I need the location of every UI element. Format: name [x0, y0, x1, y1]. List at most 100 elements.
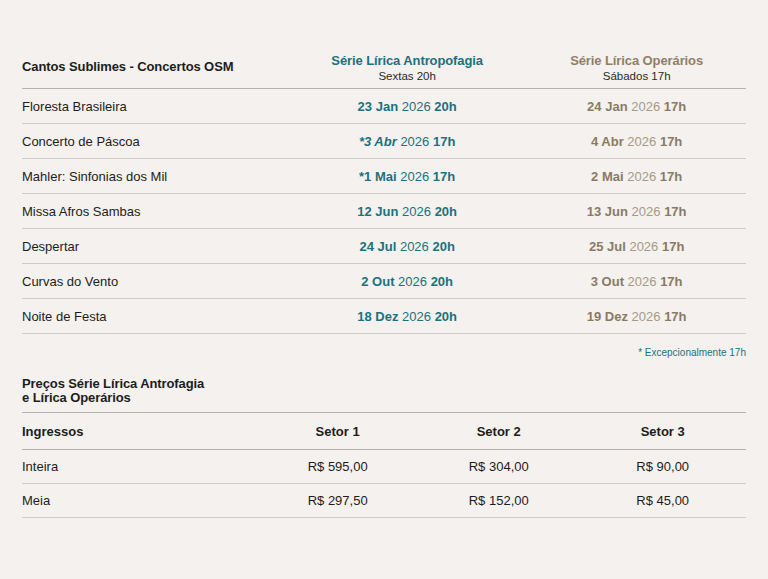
- date-time: 20h: [432, 239, 454, 254]
- date-day: *3 Abr: [359, 134, 397, 149]
- schedule-rows: Floresta Brasileira 23 Jan 2026 20h 24 J…: [22, 89, 746, 334]
- ticket-type-label: Inteira: [22, 459, 257, 474]
- date-operarios: 2 Mai 2026 17h: [527, 169, 746, 184]
- date-antropofagia: *1 Mai 2026 17h: [287, 169, 527, 184]
- price-row: Meia R$ 297,50 R$ 152,00 R$ 45,00: [22, 484, 746, 518]
- price-setor3: R$ 45,00: [579, 493, 746, 508]
- date-year: 2026: [400, 239, 429, 254]
- program-name: Mahler: Sinfonias dos Mil: [22, 169, 287, 184]
- schedule-row: Mahler: Sinfonias dos Mil *1 Mai 2026 17…: [22, 159, 746, 194]
- date-time: 17h: [664, 99, 686, 114]
- date-time: 17h: [664, 309, 686, 324]
- date-operarios: 19 Dez 2026 17h: [527, 309, 746, 324]
- program-name: Curvas do Vento: [22, 274, 287, 289]
- date-day: 2 Mai: [591, 169, 624, 184]
- series-antropofagia-label: Série Lírica Antropofagia: [287, 53, 527, 68]
- prices-title-line1: Preços Série Lírica Antrofagia: [22, 377, 746, 391]
- program-name: Noite de Festa: [22, 309, 287, 324]
- date-year: 2026: [632, 204, 661, 219]
- date-time: 17h: [660, 169, 682, 184]
- series-operarios-header: Série Lírica Operários Sábados 17h: [527, 53, 746, 82]
- program-name: Missa Afros Sambas: [22, 204, 287, 219]
- program-name: Floresta Brasileira: [22, 99, 287, 114]
- date-year: 2026: [402, 99, 431, 114]
- prices-header-setor2: Setor 2: [418, 424, 579, 439]
- date-time: 17h: [433, 169, 455, 184]
- date-operarios: 25 Jul 2026 17h: [527, 239, 746, 254]
- date-year: 2026: [628, 274, 657, 289]
- date-operarios: 4 Abr 2026 17h: [527, 134, 746, 149]
- prices-title-line2: e Lírica Operários: [22, 391, 746, 405]
- date-day: 13 Jun: [587, 204, 628, 219]
- schedule-row: Noite de Festa 18 Dez 2026 20h 19 Dez 20…: [22, 299, 746, 334]
- date-time: 17h: [662, 239, 684, 254]
- date-year: 2026: [398, 274, 427, 289]
- schedule-title: Cantos Sublimes - Concertos OSM: [22, 53, 287, 82]
- date-day: 23 Jan: [358, 99, 398, 114]
- prices-header-setor1: Setor 1: [257, 424, 418, 439]
- series-antropofagia-sublabel: Sextas 20h: [287, 70, 527, 82]
- prices-header-row: Ingressos Setor 1 Setor 2 Setor 3: [22, 413, 746, 450]
- prices-header-ingressos: Ingressos: [22, 424, 257, 439]
- date-antropofagia: 23 Jan 2026 20h: [287, 99, 527, 114]
- date-time: 17h: [664, 204, 686, 219]
- date-day: 25 Jul: [589, 239, 626, 254]
- date-time: 20h: [435, 309, 457, 324]
- concert-schedule-sheet: Cantos Sublimes - Concertos OSM Série Lí…: [0, 0, 768, 518]
- date-antropofagia: 2 Out 2026 20h: [287, 274, 527, 289]
- price-setor1: R$ 595,00: [257, 459, 418, 474]
- date-operarios: 24 Jan 2026 17h: [527, 99, 746, 114]
- price-setor2: R$ 152,00: [418, 493, 579, 508]
- date-day: 24 Jan: [587, 99, 627, 114]
- program-name: Concerto de Páscoa: [22, 134, 287, 149]
- date-day: 19 Dez: [587, 309, 628, 324]
- date-time: 20h: [435, 204, 457, 219]
- date-operarios: 13 Jun 2026 17h: [527, 204, 746, 219]
- date-time: 20h: [431, 274, 453, 289]
- date-time: 17h: [660, 274, 682, 289]
- date-antropofagia: 24 Jul 2026 20h: [287, 239, 527, 254]
- prices-rows: Inteira R$ 595,00 R$ 304,00 R$ 90,00 Mei…: [22, 450, 746, 518]
- date-day: 3 Out: [591, 274, 624, 289]
- date-day: 2 Out: [361, 274, 394, 289]
- series-operarios-sublabel: Sábados 17h: [527, 70, 746, 82]
- date-day: *1 Mai: [359, 169, 397, 184]
- date-antropofagia: 12 Jun 2026 20h: [287, 204, 527, 219]
- date-antropofagia: 18 Dez 2026 20h: [287, 309, 527, 324]
- date-operarios: 3 Out 2026 17h: [527, 274, 746, 289]
- schedule-row: Floresta Brasileira 23 Jan 2026 20h 24 J…: [22, 89, 746, 124]
- date-time: 17h: [660, 134, 682, 149]
- date-year: 2026: [400, 134, 429, 149]
- price-setor3: R$ 90,00: [579, 459, 746, 474]
- date-day: 24 Jul: [359, 239, 396, 254]
- date-year: 2026: [629, 239, 658, 254]
- date-day: 12 Jun: [357, 204, 398, 219]
- date-year: 2026: [402, 309, 431, 324]
- prices-header-setor3: Setor 3: [579, 424, 746, 439]
- schedule-header-row: Cantos Sublimes - Concertos OSM Série Lí…: [22, 53, 746, 89]
- price-setor1: R$ 297,50: [257, 493, 418, 508]
- date-year: 2026: [402, 204, 431, 219]
- schedule-row: Concerto de Páscoa *3 Abr 2026 17h 4 Abr…: [22, 124, 746, 159]
- date-year: 2026: [627, 169, 656, 184]
- date-year: 2026: [632, 309, 661, 324]
- price-setor2: R$ 304,00: [418, 459, 579, 474]
- date-year: 2026: [627, 134, 656, 149]
- program-name: Despertar: [22, 239, 287, 254]
- date-antropofagia: *3 Abr 2026 17h: [287, 134, 527, 149]
- schedule-row: Despertar 24 Jul 2026 20h 25 Jul 2026 17…: [22, 229, 746, 264]
- ticket-type-label: Meia: [22, 493, 257, 508]
- date-time: 17h: [433, 134, 455, 149]
- series-operarios-label: Série Lírica Operários: [527, 53, 746, 68]
- schedule-row: Missa Afros Sambas 12 Jun 2026 20h 13 Ju…: [22, 194, 746, 229]
- date-year: 2026: [631, 99, 660, 114]
- series-antropofagia-header: Série Lírica Antropofagia Sextas 20h: [287, 53, 527, 82]
- schedule-footnote: * Excepcionalmente 17h: [22, 347, 746, 358]
- date-day: 18 Dez: [357, 309, 398, 324]
- schedule-row: Curvas do Vento 2 Out 2026 20h 3 Out 202…: [22, 264, 746, 299]
- prices-title: Preços Série Lírica Antrofagia e Lírica …: [22, 377, 746, 413]
- date-time: 20h: [434, 99, 456, 114]
- date-day: 4 Abr: [591, 134, 624, 149]
- prices-section: Preços Série Lírica Antrofagia e Lírica …: [22, 377, 746, 518]
- date-year: 2026: [400, 169, 429, 184]
